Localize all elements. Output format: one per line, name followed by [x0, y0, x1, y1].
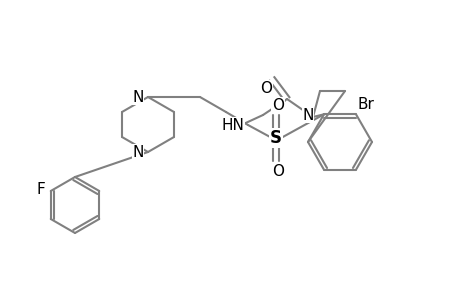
Text: N: N — [132, 145, 143, 160]
Text: S: S — [269, 129, 281, 147]
Text: Br: Br — [357, 97, 374, 112]
Text: O: O — [271, 164, 283, 178]
Text: N: N — [302, 107, 313, 122]
Text: F: F — [36, 182, 45, 196]
Text: N: N — [132, 89, 143, 104]
Text: O: O — [271, 98, 283, 112]
Text: HN: HN — [221, 118, 243, 133]
Text: O: O — [259, 80, 271, 95]
